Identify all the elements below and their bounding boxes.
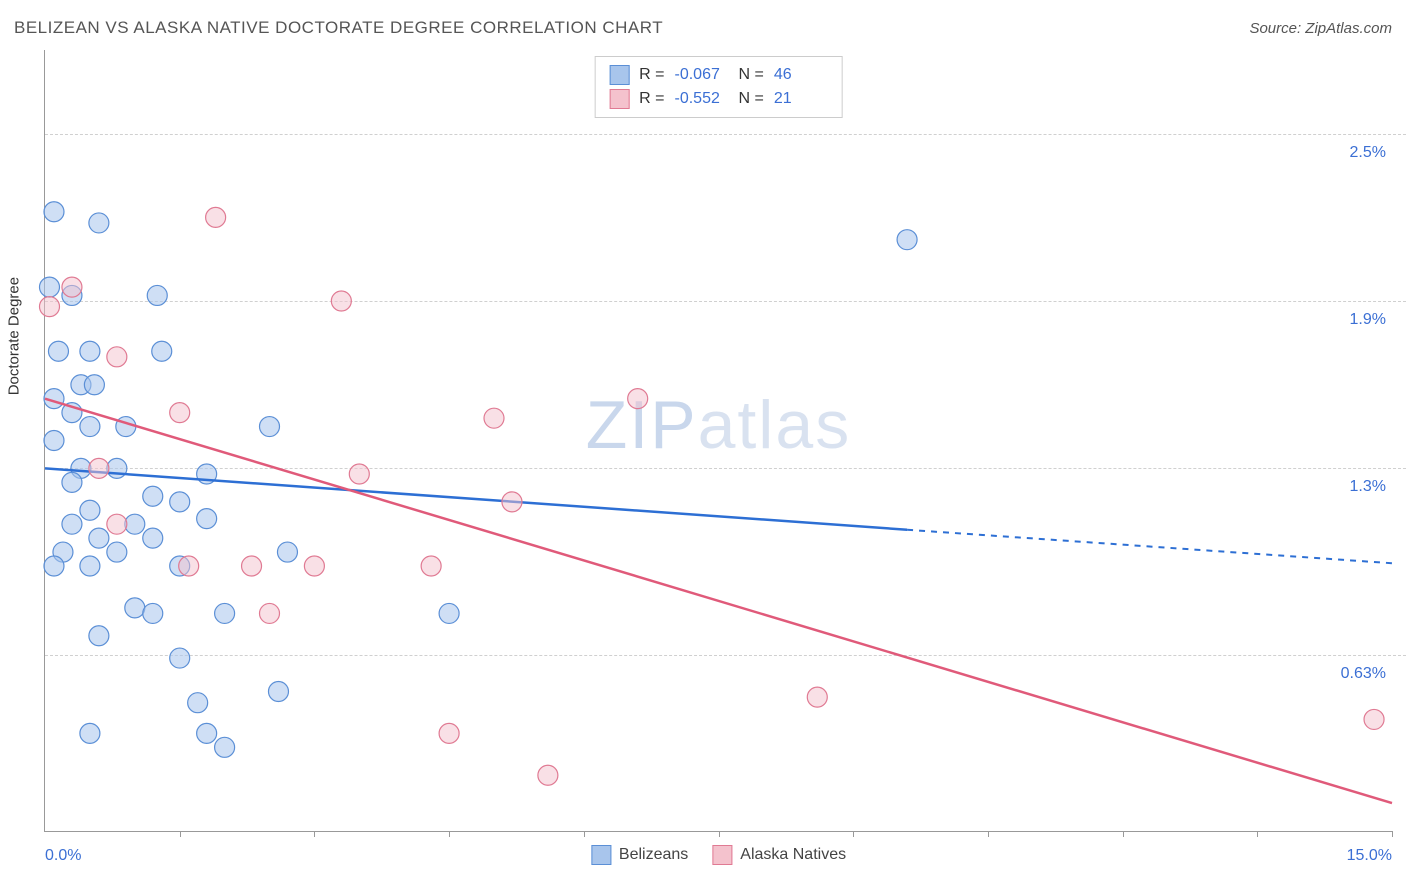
data-point	[125, 598, 145, 618]
legend-swatch-blue	[591, 845, 611, 865]
n-label: N =	[739, 66, 764, 84]
data-point	[188, 693, 208, 713]
data-point	[807, 687, 827, 707]
data-point	[331, 291, 351, 311]
data-point	[277, 542, 297, 562]
y-axis-label: Doctorate Degree	[6, 277, 23, 395]
correlation-legend: R = -0.067 N = 46 R = -0.552 N = 21	[594, 56, 843, 118]
data-point	[179, 556, 199, 576]
corr-swatch-pink	[609, 89, 629, 109]
x-tick	[1392, 831, 1393, 837]
data-point	[215, 737, 235, 757]
legend-item-belizeans: Belizeans	[591, 845, 688, 865]
data-point	[897, 230, 917, 250]
data-point	[484, 408, 504, 428]
data-point	[80, 723, 100, 743]
data-point	[268, 682, 288, 702]
data-point	[439, 723, 459, 743]
legend-label-alaska: Alaska Natives	[740, 846, 846, 864]
data-point	[44, 431, 64, 451]
x-axis-max-label: 15.0%	[1347, 847, 1392, 865]
data-point	[89, 528, 109, 548]
correlation-row-2: R = -0.552 N = 21	[609, 87, 828, 111]
data-point	[143, 603, 163, 623]
data-point	[170, 648, 190, 668]
data-point	[89, 213, 109, 233]
data-point	[197, 723, 217, 743]
data-point	[107, 347, 127, 367]
legend-swatch-pink	[712, 845, 732, 865]
data-point	[143, 528, 163, 548]
data-point	[44, 202, 64, 222]
data-point	[502, 492, 522, 512]
data-point	[304, 556, 324, 576]
data-point	[215, 603, 235, 623]
regression-extrapolation	[907, 530, 1392, 563]
data-point	[206, 207, 226, 227]
data-point	[80, 500, 100, 520]
data-point	[89, 626, 109, 646]
data-point	[107, 458, 127, 478]
bottom-legend: Belizeans Alaska Natives	[591, 845, 846, 865]
data-point	[439, 603, 459, 623]
data-point	[62, 514, 82, 534]
data-point	[107, 542, 127, 562]
data-point	[39, 297, 59, 317]
data-point	[39, 277, 59, 297]
data-point	[80, 556, 100, 576]
x-tick	[1123, 831, 1124, 837]
data-point	[62, 472, 82, 492]
legend-item-alaska: Alaska Natives	[712, 845, 846, 865]
data-point	[84, 375, 104, 395]
data-point	[197, 509, 217, 529]
data-point	[170, 403, 190, 423]
r-value-2: -0.552	[675, 90, 729, 108]
x-tick	[314, 831, 315, 837]
data-point	[260, 417, 280, 437]
data-point	[628, 389, 648, 409]
data-point	[421, 556, 441, 576]
legend-label-belizeans: Belizeans	[619, 846, 688, 864]
x-tick	[719, 831, 720, 837]
data-point	[143, 486, 163, 506]
x-tick	[584, 831, 585, 837]
n-value-2: 21	[774, 90, 828, 108]
chart-plot-area: ZIPatlas 0.63%1.3%1.9%2.5% 0.0% 15.0% Be…	[44, 50, 1392, 832]
x-tick	[988, 831, 989, 837]
data-point	[44, 556, 64, 576]
n-value-1: 46	[774, 66, 828, 84]
data-point	[152, 341, 172, 361]
data-point	[260, 603, 280, 623]
n-label-2: N =	[739, 90, 764, 108]
r-label-2: R =	[639, 90, 664, 108]
data-point	[1364, 709, 1384, 729]
scatter-plot-svg	[45, 50, 1392, 831]
data-point	[170, 492, 190, 512]
correlation-row-1: R = -0.067 N = 46	[609, 63, 828, 87]
data-point	[48, 341, 68, 361]
data-point	[125, 514, 145, 534]
data-point	[242, 556, 262, 576]
r-label: R =	[639, 66, 664, 84]
data-point	[107, 514, 127, 534]
x-axis-min-label: 0.0%	[45, 847, 81, 865]
data-point	[89, 458, 109, 478]
x-tick	[853, 831, 854, 837]
data-point	[147, 285, 167, 305]
regression-line	[45, 399, 1392, 803]
chart-header: BELIZEAN VS ALASKA NATIVE DOCTORATE DEGR…	[14, 18, 1392, 38]
data-point	[80, 417, 100, 437]
data-point	[62, 277, 82, 297]
chart-title: BELIZEAN VS ALASKA NATIVE DOCTORATE DEGR…	[14, 18, 663, 38]
corr-swatch-blue	[609, 65, 629, 85]
x-tick	[449, 831, 450, 837]
x-tick	[180, 831, 181, 837]
data-point	[538, 765, 558, 785]
r-value-1: -0.067	[675, 66, 729, 84]
x-tick	[1257, 831, 1258, 837]
source-label: Source: ZipAtlas.com	[1249, 20, 1392, 37]
data-point	[80, 341, 100, 361]
data-point	[349, 464, 369, 484]
